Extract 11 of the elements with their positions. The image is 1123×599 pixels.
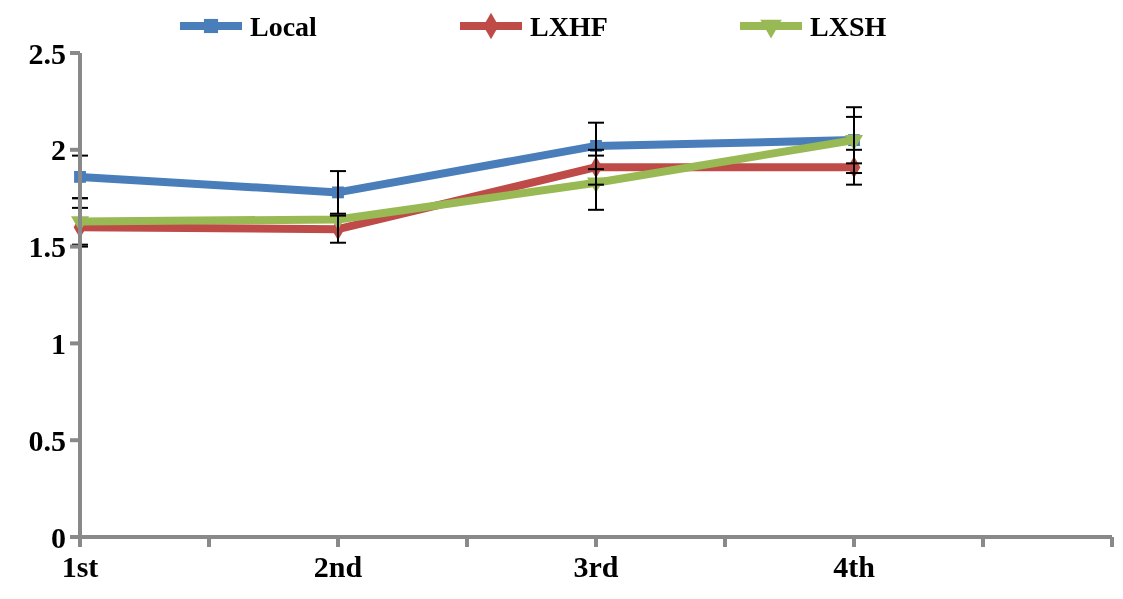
legend-label: LXHF <box>530 10 608 42</box>
y-tick-label: 1 <box>51 326 66 360</box>
legend-label: LXSH <box>810 10 887 42</box>
x-tick-label: 3rd <box>573 550 619 583</box>
y-tick-label: 2.5 <box>28 36 66 70</box>
x-tick-label: 4th <box>833 550 876 583</box>
y-tick-label: 1.5 <box>28 230 66 264</box>
x-tick-label: 2nd <box>313 550 363 583</box>
y-tick-label: 2 <box>51 133 66 167</box>
y-tick-label: 0.5 <box>28 423 66 457</box>
legend-label: Local <box>250 10 318 42</box>
